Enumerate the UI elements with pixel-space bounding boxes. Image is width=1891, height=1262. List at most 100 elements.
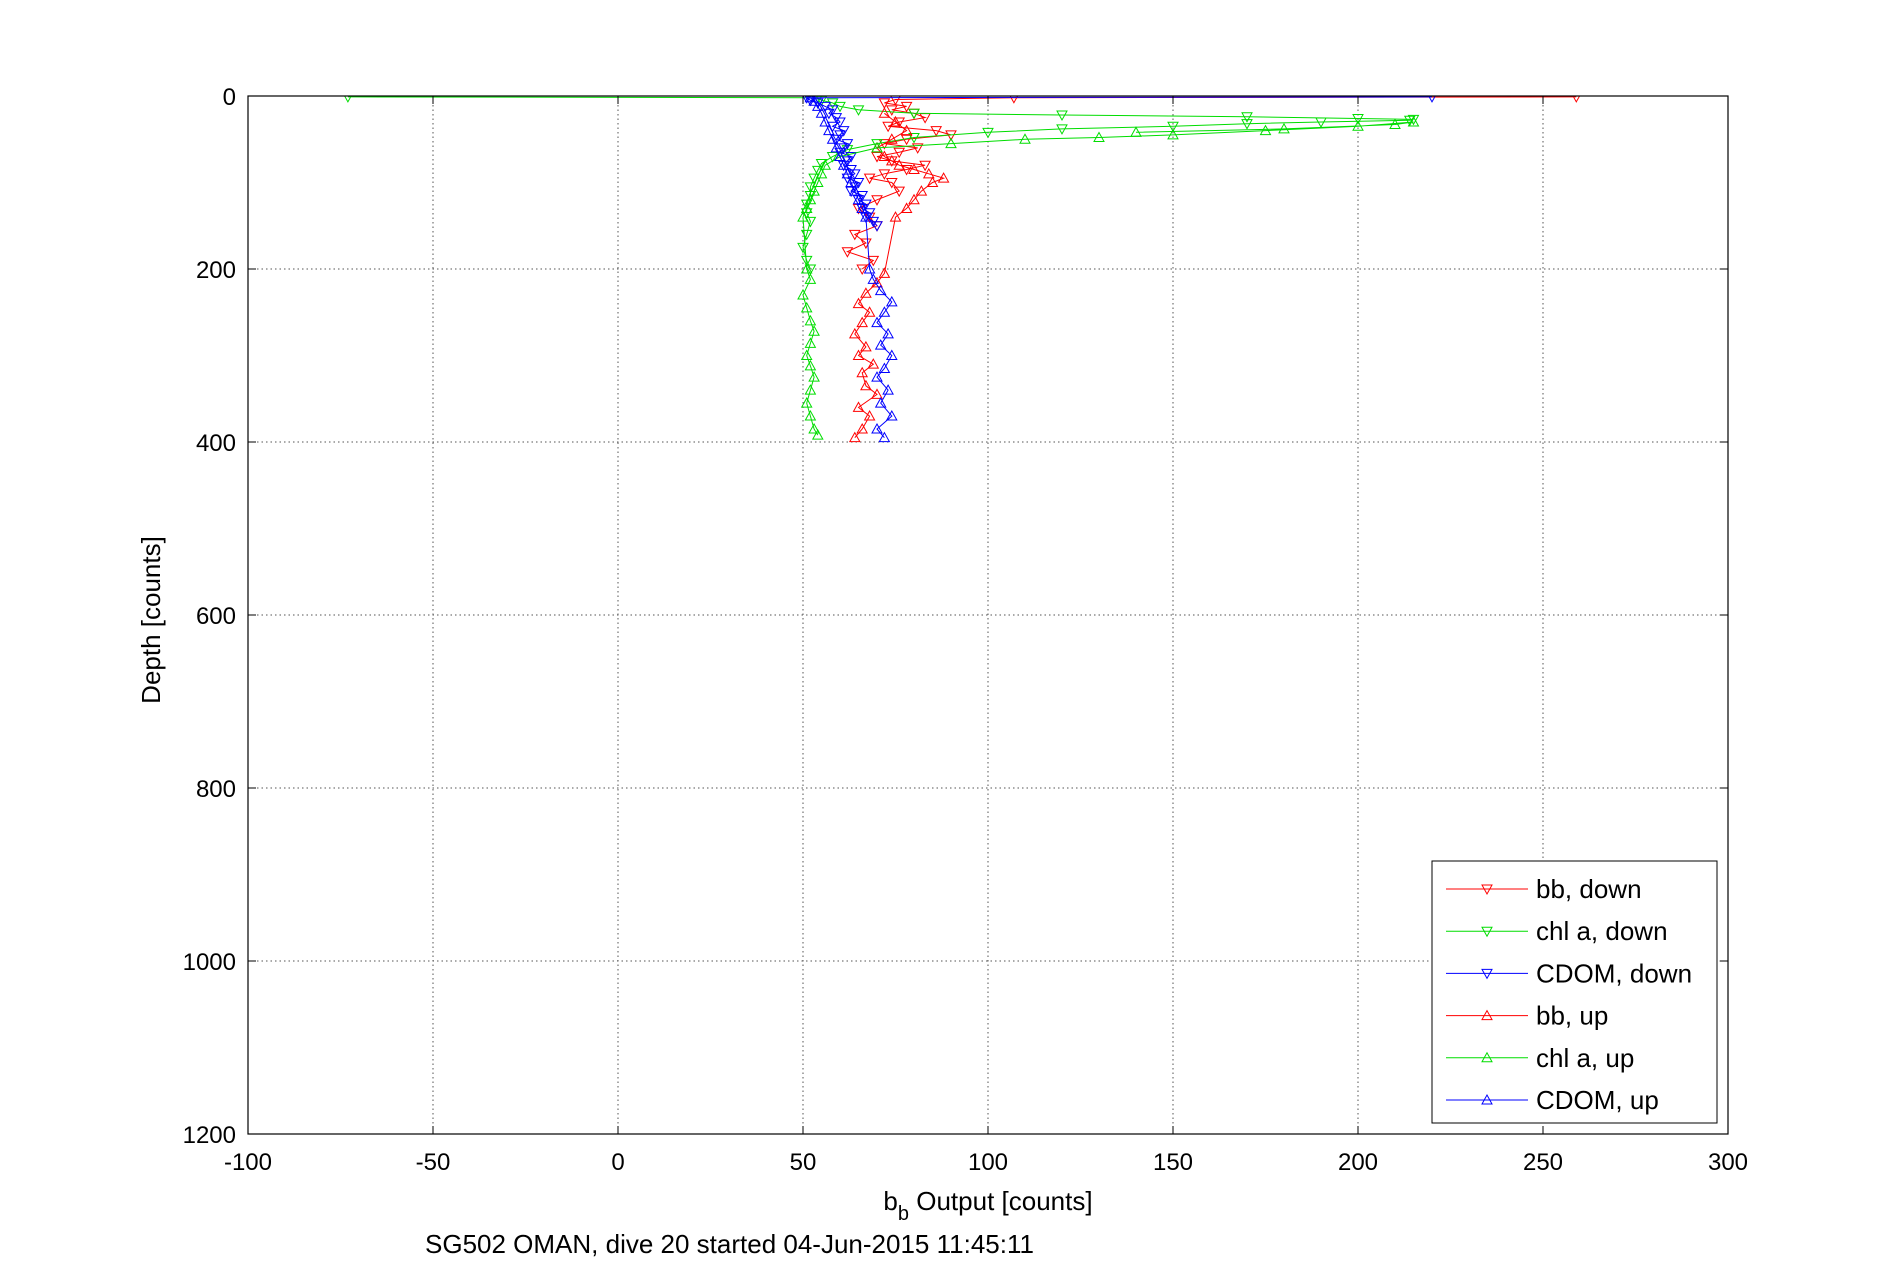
data-point <box>804 96 817 103</box>
legend-label: bb, down <box>1536 874 1642 904</box>
data-point <box>1572 96 1581 103</box>
data-point <box>1259 124 1272 136</box>
data-point <box>871 221 883 232</box>
data-point <box>804 384 817 395</box>
data-point <box>885 410 898 421</box>
data-point <box>800 397 813 408</box>
data-point <box>867 255 880 267</box>
series-cdom-up <box>804 96 898 443</box>
data-point <box>860 379 872 391</box>
data-point <box>819 115 832 127</box>
data-point <box>834 150 846 162</box>
data-point <box>908 163 920 175</box>
data-point <box>800 202 813 213</box>
legend-item: CDOM, down <box>1446 958 1692 988</box>
data-point <box>804 216 817 228</box>
x-tick-label: -50 <box>416 1149 451 1176</box>
data-point <box>808 96 820 106</box>
data-point <box>871 141 883 153</box>
data-point <box>1352 120 1364 131</box>
data-point <box>823 124 835 136</box>
data-point <box>1428 96 1436 103</box>
data-point <box>804 264 817 276</box>
data-point <box>863 262 876 274</box>
legend-marker <box>1481 1093 1493 1105</box>
y-tick-label: 0 <box>223 84 236 111</box>
legend-item: chl a, down <box>1446 916 1668 946</box>
data-point <box>826 152 839 163</box>
y-tick-label: 400 <box>196 430 236 457</box>
data-point <box>878 139 891 150</box>
data-point <box>871 276 883 288</box>
data-point <box>837 159 850 170</box>
data-point <box>893 186 906 198</box>
data-point <box>871 139 883 150</box>
data-point <box>878 107 891 118</box>
data-point <box>1407 114 1420 126</box>
series-line <box>810 97 893 439</box>
data-point <box>852 349 865 360</box>
data-point <box>860 340 872 352</box>
data-point <box>1241 119 1253 130</box>
data-point <box>871 371 883 382</box>
series-line <box>854 112 946 439</box>
data-point <box>885 178 898 189</box>
data-point <box>1019 133 1031 144</box>
data-point <box>885 133 898 144</box>
data-point <box>1352 113 1364 125</box>
data-point <box>797 288 809 300</box>
y-tick-label: 1000 <box>183 949 236 976</box>
data-point <box>804 410 817 421</box>
data-point <box>874 397 887 408</box>
x-axis-label-rest: Output [counts] <box>909 1186 1093 1216</box>
legend-item: bb, up <box>1446 1001 1608 1031</box>
chart-caption: SG502 OMAN, dive 20 started 04-Jun-2015 … <box>425 1229 1034 1259</box>
data-point <box>871 316 883 328</box>
data-point <box>845 186 857 198</box>
data-point <box>826 133 839 144</box>
data-point <box>860 211 872 222</box>
data-point <box>1403 115 1416 127</box>
data-point <box>863 173 876 185</box>
data-point <box>878 306 891 317</box>
data-point <box>826 105 839 116</box>
data-point <box>893 147 906 159</box>
series-layer <box>344 96 1581 443</box>
data-point <box>930 126 943 137</box>
data-point <box>841 247 854 258</box>
data-point <box>1407 115 1420 127</box>
data-point <box>915 185 928 196</box>
x-ticks: -100 -50 0 50 100 150 200 250 300 <box>224 96 1748 1176</box>
x-tick-label: 250 <box>1523 1149 1563 1176</box>
data-point <box>856 264 869 276</box>
data-point <box>900 134 913 146</box>
y-tick-label: 800 <box>196 776 236 803</box>
data-point <box>871 195 883 206</box>
data-point <box>882 327 894 339</box>
data-point <box>848 185 861 196</box>
data-point <box>882 121 894 133</box>
data-point <box>1167 121 1179 133</box>
data-point <box>856 422 869 434</box>
data-point <box>804 190 817 202</box>
y-axis-label: Depth [counts] <box>136 536 166 704</box>
legend-label: CDOM, down <box>1536 958 1692 988</box>
x-tick-label: 0 <box>611 1149 624 1176</box>
data-point <box>819 159 832 170</box>
data-point <box>1056 110 1068 122</box>
data-point <box>878 98 891 109</box>
data-point <box>874 284 887 296</box>
data-point <box>1315 117 1327 128</box>
data-point <box>908 193 920 205</box>
data-point <box>830 141 843 153</box>
data-point <box>874 339 887 350</box>
y-tick-label: 1200 <box>183 1122 236 1149</box>
x-tick-label: 200 <box>1338 1149 1378 1176</box>
legend-label: chl a, down <box>1536 916 1668 946</box>
data-point <box>982 127 994 139</box>
legend-label: bb, up <box>1536 1001 1608 1031</box>
data-point <box>852 297 865 309</box>
data-point <box>889 115 902 127</box>
data-point <box>1056 124 1068 135</box>
